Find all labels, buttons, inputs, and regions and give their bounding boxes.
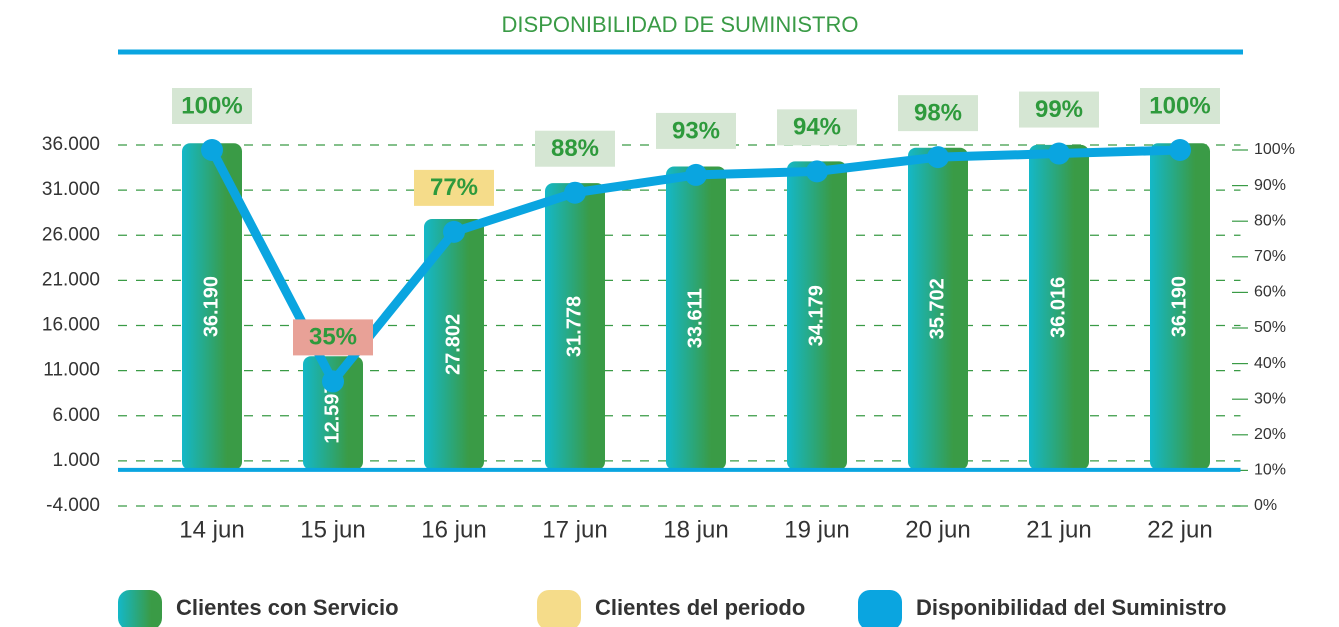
y-tick-label: 36.000 xyxy=(42,134,100,155)
y2-tick-label: 0% xyxy=(1254,497,1277,514)
value-label-bg xyxy=(293,319,373,356)
line-value-label: 100% xyxy=(1149,92,1210,119)
x-tick-label: 17 jun xyxy=(542,516,607,543)
legend-label: Clientes del periodo xyxy=(595,595,805,620)
legend-swatch xyxy=(118,590,162,627)
line-point xyxy=(1169,139,1191,161)
x-tick-label: 21 jun xyxy=(1026,516,1091,543)
legend-label: Clientes con Servicio xyxy=(176,595,399,620)
line-point xyxy=(443,220,465,243)
line-value-label: 100% xyxy=(181,92,242,119)
bar xyxy=(1150,143,1210,470)
value-label-bg xyxy=(1140,88,1220,124)
y-tick-label: 16.000 xyxy=(42,315,100,336)
line-point xyxy=(685,163,707,186)
y-tick-label: -4.000 xyxy=(46,495,100,516)
y-tick-label: 31.000 xyxy=(42,179,100,200)
line-value-label: 35% xyxy=(309,324,357,351)
y2-tick-label: 10% xyxy=(1254,462,1286,479)
y-tick-label: 6.000 xyxy=(52,405,100,426)
y2-tick-label: 60% xyxy=(1254,284,1286,301)
bar-value-label: 35.702 xyxy=(926,278,948,339)
bar xyxy=(787,161,847,470)
y2-tick-label: 50% xyxy=(1254,319,1286,336)
line-point xyxy=(806,160,828,183)
y-tick-label: 21.000 xyxy=(42,269,100,290)
x-tick-label: 19 jun xyxy=(784,516,849,543)
bar xyxy=(182,143,242,470)
bar xyxy=(1029,144,1089,470)
y2-tick-label: 100% xyxy=(1254,141,1295,158)
x-tick-label: 14 jun xyxy=(179,516,244,543)
value-label-bg xyxy=(656,112,736,149)
x-tick-label: 16 jun xyxy=(421,516,486,543)
bar xyxy=(303,356,363,470)
y-tick-label: 1.000 xyxy=(52,450,100,471)
y2-tick-label: 70% xyxy=(1254,248,1286,265)
y-tick-label: 11.000 xyxy=(43,360,100,381)
bar xyxy=(666,166,726,470)
line-point xyxy=(1048,142,1070,165)
line-point xyxy=(927,146,949,169)
bar xyxy=(545,183,605,470)
value-label-bg xyxy=(172,88,252,124)
value-label-bg xyxy=(777,109,857,146)
value-label-bg xyxy=(535,130,615,167)
line-point xyxy=(201,139,223,161)
bar xyxy=(424,218,484,470)
line-value-label: 99% xyxy=(1035,96,1083,123)
legend-label: Disponibilidad del Suministro xyxy=(916,595,1226,620)
legend-swatch xyxy=(537,590,581,627)
line-point xyxy=(564,181,586,204)
value-label-bg xyxy=(1019,91,1099,128)
line-value-label: 94% xyxy=(793,114,841,141)
x-tick-label: 18 jun xyxy=(663,516,728,543)
line-value-label: 77% xyxy=(430,174,478,201)
bar-value-label: 12.597 xyxy=(321,382,343,443)
bar xyxy=(908,147,968,470)
value-label-bg xyxy=(898,95,978,132)
bar-value-label: 34.179 xyxy=(805,285,827,346)
y2-tick-label: 80% xyxy=(1254,212,1286,229)
line-point xyxy=(322,370,344,393)
y-tick-label: 26.000 xyxy=(42,224,100,245)
bar-value-label: 36.016 xyxy=(1047,277,1069,338)
bar-value-label: 33.611 xyxy=(684,288,706,348)
line-value-label: 93% xyxy=(672,117,720,144)
x-tick-label: 20 jun xyxy=(905,516,970,543)
chart-title: DISPONIBILIDAD DE SUMINISTRO xyxy=(502,12,859,37)
y2-tick-label: 40% xyxy=(1254,355,1286,372)
bar-value-label: 36.190 xyxy=(1168,276,1190,337)
value-label-bg xyxy=(414,169,494,206)
y2-tick-label: 90% xyxy=(1254,177,1286,194)
line-value-label: 98% xyxy=(914,99,962,126)
y2-tick-label: 20% xyxy=(1254,426,1286,443)
legend-swatch xyxy=(858,590,902,627)
bar-value-label: 36.190 xyxy=(200,276,222,337)
x-tick-label: 22 jun xyxy=(1147,516,1212,543)
bar-value-label: 27.802 xyxy=(442,314,464,375)
line-value-label: 88% xyxy=(551,135,599,162)
y2-tick-label: 30% xyxy=(1254,390,1286,407)
bar-value-label: 31.778 xyxy=(563,296,585,357)
x-tick-label: 15 jun xyxy=(300,516,365,543)
